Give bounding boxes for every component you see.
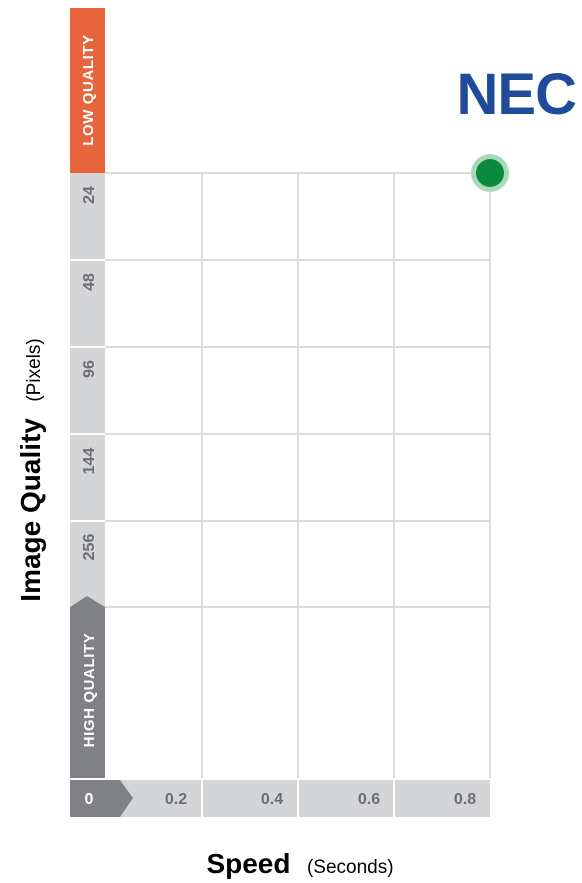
x-origin-band <box>70 780 133 817</box>
high-quality-label: HIGH QUALITY <box>81 633 98 748</box>
x-axis-label: Speed <box>206 848 290 879</box>
y-tick-label: 48 <box>81 273 98 291</box>
y-tick-label: 256 <box>81 534 98 561</box>
x-tick-label: 0.2 <box>165 791 187 808</box>
y-axis-label: Image Quality <box>15 418 46 602</box>
y-axis-unit: (Pixels) <box>24 338 45 401</box>
x-axis-band: 0 0.2 0.4 0.6 0.8 <box>70 780 490 817</box>
nec-logo: NEC <box>457 62 577 127</box>
data-point <box>476 159 504 187</box>
x-tick-label: 0.6 <box>358 791 380 808</box>
data-points <box>471 154 509 192</box>
y-axis-band: LOW QUALITY 24 48 96 144 256 HIGH QUALIT… <box>70 8 105 778</box>
x-tick-label: 0 <box>85 791 94 808</box>
x-axis-unit: (Seconds) <box>307 857 394 878</box>
x-axis-title: Speed (Seconds) <box>206 848 393 879</box>
high-quality-band <box>70 596 105 778</box>
grid <box>105 172 491 778</box>
y-axis-title: Image Quality (Pixels) <box>15 338 46 601</box>
low-quality-label: LOW QUALITY <box>80 34 97 146</box>
x-tick-label: 0.4 <box>261 791 283 808</box>
y-tick-label: 96 <box>81 360 98 378</box>
x-tick-label: 0.8 <box>454 791 476 808</box>
y-tick-label: 144 <box>81 448 98 475</box>
low-quality-band <box>70 8 105 173</box>
y-tick-band <box>70 173 105 607</box>
y-tick-label: 24 <box>81 186 98 204</box>
